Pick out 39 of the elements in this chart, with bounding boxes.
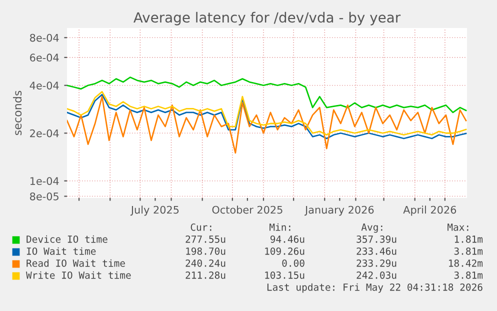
y-tick-label: 2e-04 bbox=[30, 129, 59, 138]
y-tick-label: 6e-04 bbox=[30, 54, 59, 62]
x-tick-label: October 2025 bbox=[212, 206, 282, 214]
text: 94.46u bbox=[270, 235, 304, 243]
legend-label: IO Wait time bbox=[26, 247, 96, 255]
text: 211.28u bbox=[186, 271, 226, 279]
y-tick-label: 8e-05 bbox=[30, 192, 58, 200]
text: 233.29u bbox=[356, 259, 396, 267]
text: 357.39u bbox=[356, 235, 396, 243]
text: Last update: Fri May 22 04:31:18 2026 bbox=[267, 283, 482, 293]
text: 233.46u bbox=[356, 247, 396, 255]
x-tick-label: January 2026 bbox=[304, 206, 374, 216]
text: 0.00 bbox=[282, 259, 304, 267]
y-tick-label: 4e-04 bbox=[30, 82, 59, 90]
text: 103.15u bbox=[265, 271, 304, 279]
text: Max: bbox=[448, 224, 468, 231]
text: Min: bbox=[270, 223, 290, 231]
text: 277.55u bbox=[186, 235, 226, 243]
line-series bbox=[67, 76, 467, 114]
x-tick-label: April 2026 bbox=[403, 206, 456, 216]
text: 240.24u bbox=[186, 259, 226, 267]
y-tick-label: 8e-04 bbox=[30, 34, 59, 42]
line-series bbox=[67, 96, 467, 154]
y-tick-label: 1e-04 bbox=[30, 177, 59, 185]
text: 1.81m bbox=[454, 235, 483, 243]
legend-label: Write IO Wait time bbox=[26, 271, 131, 279]
text: 109.26u bbox=[265, 247, 304, 255]
text: 198.70u bbox=[186, 247, 226, 255]
legend-label: Device IO time bbox=[26, 235, 108, 243]
text: 18.42m bbox=[449, 259, 483, 267]
x-tick-label: July 2025 bbox=[130, 206, 179, 216]
text: 242.03u bbox=[356, 271, 396, 279]
text: Cur: bbox=[190, 223, 212, 231]
y-axis-title: seconds bbox=[13, 90, 22, 136]
text: 3.81m bbox=[454, 247, 483, 255]
text: 3.81m bbox=[454, 271, 483, 279]
chart-title: Average latency for /dev/vda - by year bbox=[134, 12, 401, 26]
legend-label: Read IO Wait time bbox=[26, 259, 125, 267]
text: Avg: bbox=[361, 224, 382, 233]
